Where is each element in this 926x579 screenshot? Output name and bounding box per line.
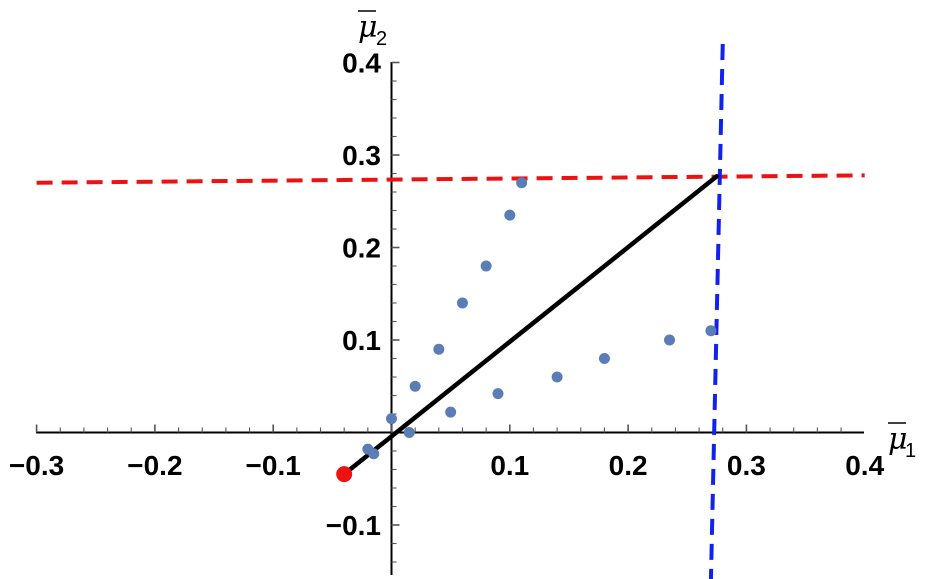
scatter-point [598,353,610,364]
x-tick-label: −0.3 [9,450,64,481]
red-point [336,466,353,483]
scatter-point [386,413,397,425]
scatter-point [480,260,492,272]
x-axis-label-subscript: 1 [905,440,916,462]
y-tick-label: 0.1 [342,325,381,356]
scatter-point [705,325,717,337]
x-tick-label: −0.1 [246,450,301,481]
chart-marks [36,43,865,579]
y-axis-label: μ 2 [358,10,387,50]
scatter-point [664,334,676,346]
scatter-point [445,406,457,418]
x-tick-label: 0.3 [727,450,766,481]
red-dashed-line [36,173,865,185]
scatter-point [409,380,421,392]
scatter-point [492,388,504,400]
scatter-point [456,297,468,309]
y-tick-label: 0.3 [342,140,381,171]
x-tick-label: 0.2 [609,450,648,481]
scatter-point [403,427,415,438]
axis-ticks [35,61,842,563]
black-line [341,174,720,477]
tick-labels: −0.3 −0.2 −0.1 0.1 0.2 0.3 0.4 0.4 0.3 0.2 0.1 −0.1 [9,48,885,542]
y-tick-label: −0.1 [326,510,381,541]
x-tick-label: 0.4 [845,450,884,481]
x-axis-label: μ 1 [888,422,916,462]
y-tick-label: 0.4 [342,48,381,79]
y-tick-label: 0.2 [342,233,381,264]
x-tick-label: −0.2 [127,450,182,481]
axes [36,62,864,575]
y-axis-label-symbol: μ [358,10,378,45]
x-tick-label: 0.1 [490,450,529,481]
blue-dashed-line [708,43,725,579]
scatter-point [368,448,380,460]
scatter-point [516,177,528,189]
scatter-point [504,209,516,221]
y-axis-label-subscript: 2 [376,28,387,50]
scatter-point [551,371,563,383]
scatter-point [433,343,445,355]
x-axis-label-symbol: μ [888,422,908,457]
